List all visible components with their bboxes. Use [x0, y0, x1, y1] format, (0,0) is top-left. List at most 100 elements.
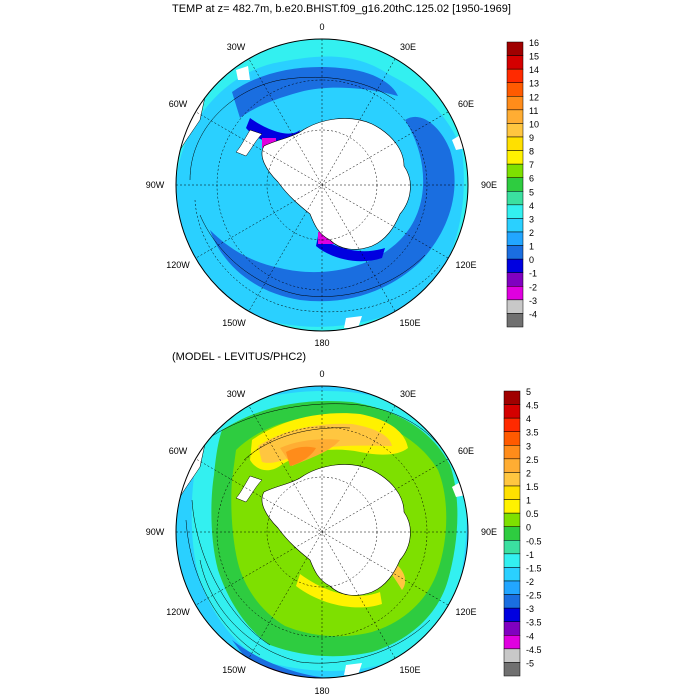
colorbar-label: -1: [526, 550, 534, 560]
colorbar-swatch: [506, 177, 524, 192]
colorbar-swatch: [503, 607, 521, 622]
polar-map-difference: 0 30E 60E 90E 120E 150E 180 150W 120W 90…: [146, 369, 497, 696]
colorbar-difference: 5 4.5 4 3.5 3 2.5 2 1.5 1 0.5 0 -0.5 -1 -1.5 -2 -2.5 -3 -…: [503, 387, 542, 677]
colorbar-swatch: [506, 96, 524, 111]
lon-label-120e: 120E: [455, 260, 476, 270]
colorbar-label: 11: [529, 106, 538, 116]
colorbar-label: -4: [526, 631, 534, 641]
colorbar-label: -5: [526, 658, 534, 668]
lon-label-180: 180: [314, 338, 329, 348]
colorbar-swatch: [503, 635, 521, 650]
colorbar-label: 3.5: [526, 428, 539, 438]
colorbar-swatch: [503, 594, 521, 609]
lon-label-90e: 90E: [481, 180, 497, 190]
lon-label-120w: 120W: [166, 607, 190, 617]
lon-label-90w: 90W: [146, 527, 165, 537]
colorbar-swatch: [503, 662, 521, 677]
colorbar-swatch: [506, 163, 524, 178]
lon-label-150w: 150W: [222, 318, 246, 328]
colorbar-label: 3: [529, 214, 534, 224]
colorbar-swatch: [503, 431, 521, 446]
colorbar-swatch: [503, 445, 521, 460]
lon-label-60w: 60W: [169, 99, 188, 109]
colorbar-swatch: [506, 109, 524, 124]
colorbar-swatch: [503, 553, 521, 568]
colorbar-label: -4.5: [526, 645, 542, 655]
colorbar-swatch: [506, 258, 524, 273]
colorbar-swatch: [503, 417, 521, 432]
colorbar-swatch: [506, 68, 524, 83]
colorbar-label: 4: [529, 201, 534, 211]
map-title-bottom: (MODEL - LEVITUS/PHC2): [172, 351, 307, 363]
lon-label-90e: 90E: [481, 527, 497, 537]
colorbar-label: 4: [526, 414, 531, 424]
colorbar-label: 4.5: [526, 401, 539, 411]
colorbar-swatch: [506, 150, 524, 165]
colorbar-label: -4: [529, 309, 537, 319]
colorbar-swatch: [506, 82, 524, 97]
lon-label-60e: 60E: [458, 446, 474, 456]
polar-map-temperature: 0 30E 60E 90E 120E 150E 180 150W 120W 90…: [146, 22, 497, 348]
colorbar-swatch: [506, 272, 524, 287]
lon-label-180: 180: [314, 686, 329, 696]
colorbar-label: -2: [526, 577, 534, 587]
lon-label-0: 0: [319, 22, 324, 32]
colorbar-swatch: [506, 191, 524, 206]
colorbar-label: 14: [529, 65, 539, 75]
colorbar-label: 3: [526, 441, 531, 451]
lon-label-30w: 30W: [227, 389, 246, 399]
colorbar-swatch: [503, 567, 521, 582]
colorbar-label: -1.5: [526, 563, 542, 573]
colorbar-label: 5: [526, 387, 531, 397]
lon-label-150e: 150E: [399, 318, 420, 328]
colorbar-swatch: [503, 390, 521, 405]
colorbar-label: 5: [529, 187, 534, 197]
colorbar-swatch: [503, 485, 521, 500]
colorbar-swatch: [503, 512, 521, 527]
colorbar-swatch: [506, 299, 524, 314]
colorbar-label: 8: [529, 147, 534, 157]
colorbar-label: 0: [526, 523, 531, 533]
colorbar-swatch: [506, 218, 524, 233]
colorbar-swatch: [506, 136, 524, 151]
colorbar-swatch: [503, 526, 521, 541]
colorbar-swatch: [506, 231, 524, 246]
colorbar-label: 9: [529, 133, 534, 143]
colorbar-swatch: [506, 55, 524, 70]
colorbar-label: 1: [526, 496, 531, 506]
colorbar-swatch: [503, 499, 521, 514]
colorbar-label: 0.5: [526, 509, 539, 519]
colorbar-swatch: [506, 286, 524, 301]
lon-label-30e: 30E: [400, 389, 416, 399]
colorbar-label: 12: [529, 92, 539, 102]
colorbar-label: 1: [529, 242, 534, 252]
colorbar-swatch: [503, 580, 521, 595]
colorbar-label: 2.5: [526, 455, 539, 465]
lon-label-30e: 30E: [400, 42, 416, 52]
colorbar-label: 10: [529, 119, 539, 129]
colorbar-swatch: [503, 458, 521, 473]
colorbar-label: -3: [529, 296, 537, 306]
colorbar-label: -0.5: [526, 536, 542, 546]
colorbar-label: -3.5: [526, 618, 542, 628]
colorbar-swatch: [506, 41, 524, 56]
colorbar-label: 2: [526, 468, 531, 478]
colorbar-label: 13: [529, 79, 539, 89]
colorbar-swatch: [506, 313, 524, 328]
lon-label-120e: 120E: [455, 607, 476, 617]
lon-label-150e: 150E: [399, 665, 420, 675]
lon-label-60w: 60W: [169, 446, 188, 456]
colorbar-label: 2: [529, 228, 534, 238]
colorbar-swatch: [506, 245, 524, 260]
colorbar-label: -3: [526, 604, 534, 614]
colorbar-label: 0: [529, 255, 534, 265]
lon-label-90w: 90W: [146, 180, 165, 190]
colorbar-label: 15: [529, 52, 539, 62]
lon-label-150w: 150W: [222, 665, 246, 675]
lon-label-30w: 30W: [227, 42, 246, 52]
colorbar-label: 7: [529, 160, 534, 170]
lon-label-120w: 120W: [166, 260, 190, 270]
colorbar-label: -2.5: [526, 591, 542, 601]
